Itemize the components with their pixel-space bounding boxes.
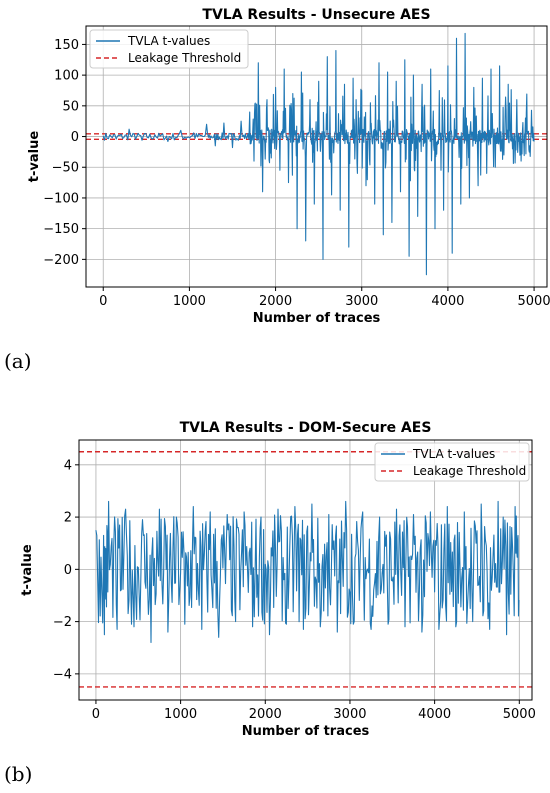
chart2-xtick-label: 3000: [333, 707, 366, 722]
chart1-ytick-label: 50: [62, 99, 79, 114]
chart1-ytick-label: −200: [43, 253, 79, 268]
panel-label-b: (b): [4, 762, 33, 786]
chart2-frame: [78, 439, 533, 701]
chart1-ytick-label: −50: [52, 161, 79, 176]
chart1-ytick-label: 150: [54, 38, 79, 53]
chart2-xtick-label: 4000: [418, 707, 451, 722]
chart2-xlabel: Number of traces: [242, 724, 370, 739]
chart1-legend: [89, 29, 249, 69]
chart2-ytick-label: 2: [64, 511, 72, 526]
chart1-ytick-label: −150: [43, 222, 79, 237]
panel-label-a: (a): [4, 349, 32, 373]
chart2-legend-label-tvla: TVLA t-values: [412, 447, 495, 461]
chart1-ytick-label: 0: [71, 130, 79, 145]
chart2-ylabel: t-value: [20, 544, 35, 596]
chart2-legend-label-threshold: Leakage Threshold: [413, 464, 526, 478]
chart2-xtick-label: 5000: [503, 707, 536, 722]
chart2-ytick-label: −4: [53, 667, 72, 682]
chart2-series-tvla: [95, 500, 520, 644]
chart1-legend-label-threshold: Leakage Threshold: [128, 51, 241, 65]
chart2-ytick-label: 0: [64, 563, 72, 578]
chart1-series-tvla: [102, 32, 535, 276]
chart1-ytick-label: 100: [54, 69, 79, 84]
chart2-xtick-label: 2000: [249, 707, 282, 722]
chart2-legend: [374, 442, 530, 482]
chart1-xtick-label: 3000: [345, 294, 378, 309]
chart2-ytick-label: −2: [53, 615, 72, 630]
chart1-title: TVLA Results - Unsecure AES: [202, 7, 430, 23]
chart2-xtick-label: 1000: [164, 707, 197, 722]
chart1-xlabel: Number of traces: [253, 311, 381, 326]
chart1-legend-label-tvla: TVLA t-values: [127, 34, 210, 48]
chart1-xtick-label: 4000: [431, 294, 464, 309]
chart2-ytick-label: 4: [64, 458, 72, 473]
chart1-ylabel: t-value: [27, 131, 42, 183]
chart1-xtick-label: 1000: [173, 294, 206, 309]
chart1-frame: [85, 25, 548, 288]
chart1-xtick-label: 2000: [259, 294, 292, 309]
chart2-title: TVLA Results - DOM-Secure AES: [180, 420, 432, 436]
chart1-xtick-label: 5000: [518, 294, 550, 309]
chart1-ytick-label: −100: [43, 191, 79, 206]
chart1-xtick-label: 0: [99, 294, 107, 309]
chart2-xtick-label: 0: [92, 707, 100, 722]
